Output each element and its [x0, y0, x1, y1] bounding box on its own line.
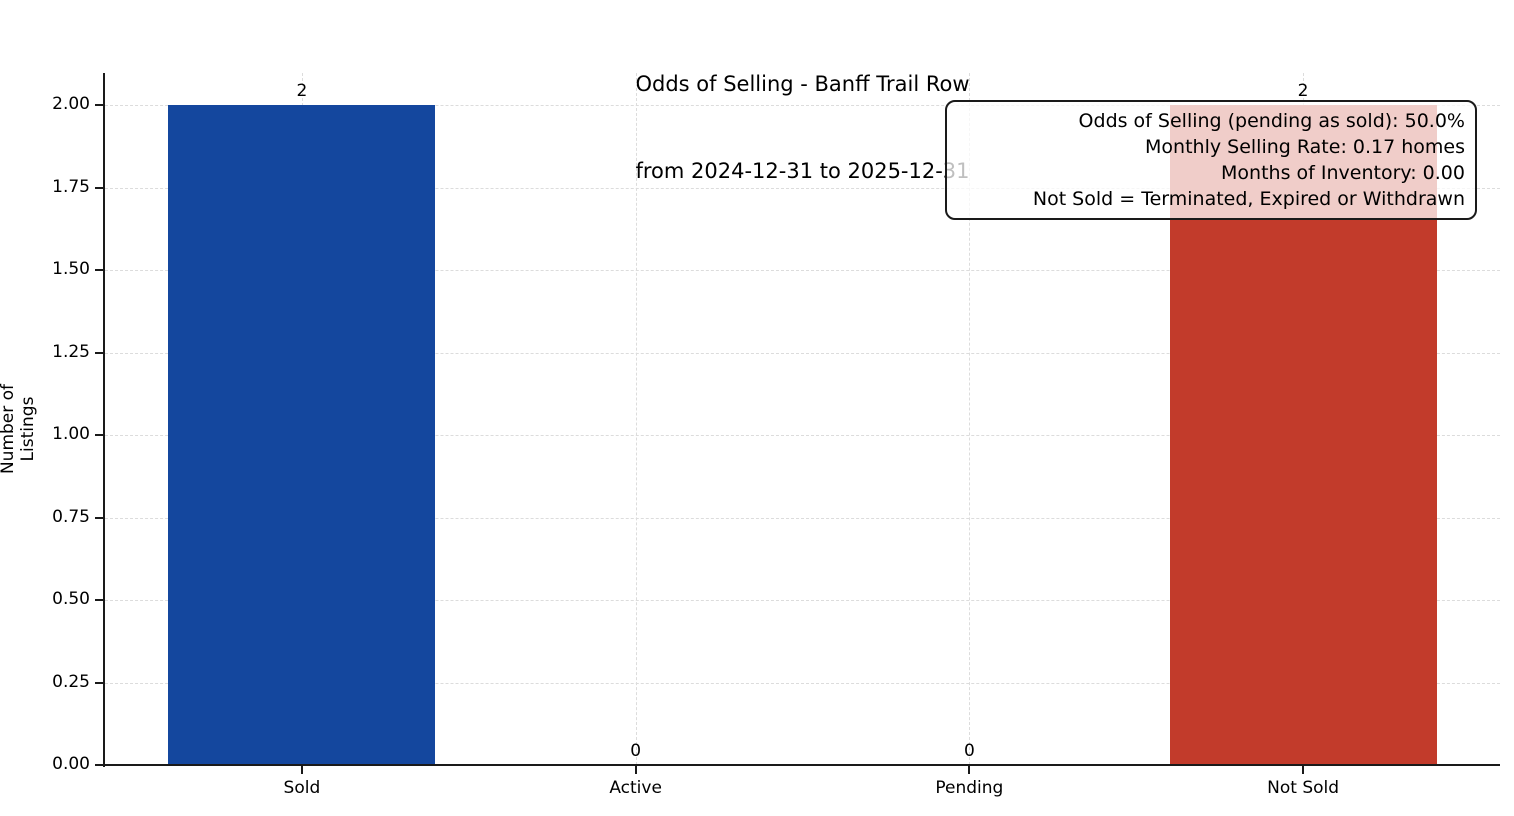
y-tick-label: 1.25 — [52, 341, 90, 362]
y-tick-label: 1.00 — [52, 424, 90, 444]
y-axis-spine — [103, 73, 105, 767]
h-gridline — [105, 517, 1500, 519]
bar-sold — [168, 105, 436, 765]
x-tick-label-not-sold: Not Sold — [1267, 778, 1340, 798]
x-tick-label-active: Active — [609, 778, 662, 798]
y-axis-label: Number of Listings — [0, 383, 38, 475]
x-tick-label-pending: Pending — [935, 778, 1004, 798]
bar-value-label: 0 — [630, 741, 642, 761]
v-gridline — [635, 73, 637, 765]
annotation-line: Months of Inventory: 0.00 — [1221, 162, 1465, 184]
x-tick-mark — [1302, 766, 1305, 774]
x-tick-mark — [634, 766, 637, 774]
bar-value-label: 0 — [963, 741, 975, 761]
h-gridline — [105, 187, 1500, 189]
h-gridline — [105, 600, 1500, 601]
h-gridline — [105, 352, 1500, 354]
annotation-line: Odds of Selling (pending as sold): 50.0% — [1078, 110, 1465, 132]
chart-title-line2: from 2024-12-31 to 2025-12-31 — [635, 159, 970, 183]
y-tick-mark — [95, 764, 103, 766]
y-tick-mark — [95, 269, 103, 271]
annotation-line: Monthly Selling Rate: 0.17 homes — [1145, 136, 1465, 158]
x-tick-mark — [968, 766, 971, 774]
h-gridline — [105, 435, 1500, 436]
y-tick-mark — [95, 186, 103, 189]
y-tick-label: 0.25 — [52, 671, 90, 692]
h-gridline — [105, 105, 1500, 106]
x-axis-spine — [103, 764, 1500, 766]
y-tick-label: 0.75 — [52, 506, 90, 527]
x-tick-mark — [300, 766, 303, 774]
y-tick-label: 0.00 — [52, 754, 90, 774]
chart-title: Odds of Selling - Banff Trail Row from 2… — [105, 12, 1500, 244]
y-tick-label: 1.50 — [52, 259, 90, 279]
stats-annotation-box: Odds of Selling (pending as sold): 50.0%… — [945, 100, 1477, 220]
y-tick-label: 1.75 — [52, 176, 90, 197]
annotation-line: Not Sold = Terminated, Expired or Withdr… — [1032, 188, 1465, 210]
y-tick-label: 2.00 — [52, 94, 90, 114]
bar-value-label: 2 — [1297, 81, 1309, 101]
y-tick-mark — [95, 434, 103, 436]
y-tick-mark — [95, 351, 103, 354]
chart-title-line1: Odds of Selling - Banff Trail Row — [635, 72, 970, 96]
y-tick-mark — [95, 104, 103, 106]
y-tick-mark — [95, 599, 103, 601]
y-tick-mark — [95, 516, 103, 519]
v-gridline — [969, 73, 971, 765]
h-gridline — [105, 682, 1500, 684]
h-gridline — [105, 270, 1500, 271]
y-tick-label: 0.50 — [52, 589, 90, 609]
x-tick-label-sold: Sold — [283, 778, 321, 798]
y-tick-mark — [95, 681, 103, 684]
bar-value-label: 2 — [296, 81, 308, 101]
